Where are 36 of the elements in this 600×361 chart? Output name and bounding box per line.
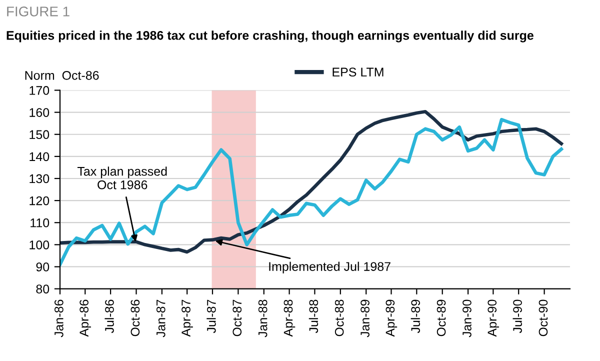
y-tick-label: 150 [30,130,50,140]
chart-title: FIGURE 1 [7,6,70,16]
x-tick-label: Jul-88 [308,300,318,334]
x-tick-label: Apr-87 [182,300,193,337]
x-tick-label: Apr-86 [80,300,91,337]
y-tick-label: 140 [30,152,50,162]
x-tick-label: Jul-90 [512,300,522,334]
legend-label: EPS LTM [332,68,384,77]
y-tick-label: 170 [30,86,50,95]
x-tick-label: Jul-86 [104,300,114,334]
annotation: Implemented Jul 1987 [269,262,390,274]
x-tick-label: Oct-86 [130,300,140,336]
y-tick-label: 130 [30,174,50,184]
x-tick-label: Apr-88 [284,300,296,337]
y-tick-label: 90 [36,262,50,272]
x-tick-label: Jan-89 [360,300,370,338]
chart-subtitle: Equities priced in the 1986 tax cut before crashing, though earnings eventually did surge [6,30,534,42]
x-tick-label: Jul-87 [206,300,216,334]
x-tick-label: Jan-88 [258,300,268,338]
x-tick-label: Apr-90 [488,300,500,337]
y-axis-title: Norm Oct-86 [25,70,99,80]
x-tick-label: Oct-89 [436,300,446,336]
x-tick-label: Jan-86 [54,300,64,338]
y-tick-label: 100 [30,240,50,250]
x-tick-label: Jul-89 [410,300,420,334]
x-tick-label: Oct-87 [232,300,242,336]
x-tick-label: Jan-90 [462,300,472,338]
x-tick-label: Jan-87 [156,300,166,338]
y-tick-label: 160 [30,108,50,117]
y-tick-label: 120 [30,196,50,206]
annotation: Tax plan passed Oct 1986 [77,166,167,190]
y-tick-label: 80 [36,284,50,294]
y-tick-label: 110 [30,218,50,228]
x-tick-label: Oct-90 [538,300,548,336]
x-tick-label: Oct-88 [334,300,344,336]
x-tick-label: Apr-89 [386,300,398,337]
